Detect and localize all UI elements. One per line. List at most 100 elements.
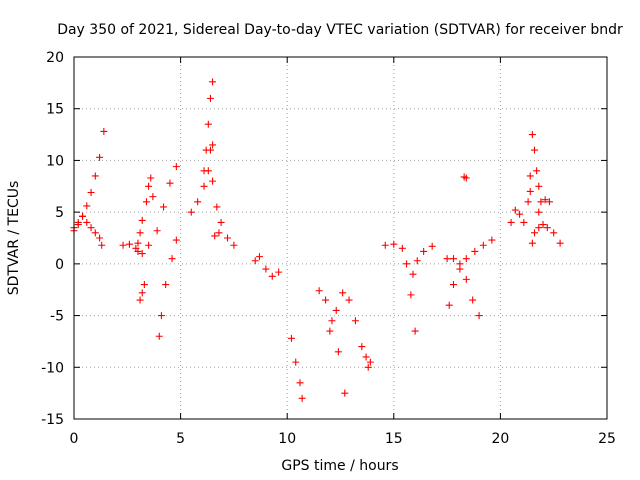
data-point [479,241,487,249]
data-point [328,317,336,325]
axis-ticks: 0 5 10 15 20 25 -15 -10 -5 0 5 10 15 20 [41,50,616,447]
data-point [511,206,519,214]
x-tick-label: 15 [385,431,403,447]
data-point [390,240,398,248]
series-seg-q [409,242,436,278]
data-point [138,289,146,297]
data-point [287,334,295,342]
data-point [535,182,543,190]
series-seg-l [287,334,306,402]
y-tick-label: 20 [46,50,64,66]
data-point [91,229,99,237]
data-point [166,179,174,187]
data-point [403,260,411,268]
data-point [364,363,372,371]
series-seg-v [528,221,564,247]
data-point [98,241,106,249]
data-point [409,270,417,278]
data-point [149,193,157,201]
data-point [209,78,217,86]
data-point [134,247,142,255]
data-point [145,182,153,190]
data-point [322,296,330,304]
data-points [70,78,564,402]
data-point [507,218,515,226]
data-point [262,265,270,273]
data-point [334,348,342,356]
data-point [160,203,168,211]
plot-area [73,56,608,420]
data-point [215,229,223,237]
y-tick-label: -10 [41,360,64,376]
data-point [456,265,464,273]
data-point [142,198,150,206]
series-seg-t [460,173,470,182]
data-point [292,358,300,366]
y-tick-label: 10 [46,153,64,169]
data-point [332,306,340,314]
data-point [87,224,95,232]
data-point [326,327,334,335]
series-seg-p [381,240,419,335]
data-point [362,353,370,361]
series-seg-s [445,236,496,309]
data-point [462,255,470,263]
data-point [537,198,545,206]
data-point [449,281,457,289]
data-point [125,240,133,248]
data-point [157,312,165,320]
data-point [413,257,421,265]
data-point [145,241,153,249]
data-point [206,94,214,102]
series-seg-o [362,353,374,366]
data-point [351,317,359,325]
data-point [488,236,496,244]
data-point [211,232,219,240]
series-seg-n [326,289,372,371]
data-point [209,141,217,149]
data-point [74,218,82,226]
data-point [531,146,539,154]
data-point [275,268,283,276]
x-tick-label: 10 [278,431,296,447]
data-point [462,275,470,283]
data-point [206,146,214,154]
y-tick-label: -5 [50,309,64,325]
chart-title: Day 350 of 2021, Sidereal Day-to-day VTE… [57,22,623,38]
data-point [119,241,127,249]
data-point [200,167,208,175]
data-point [462,174,470,182]
data-point [428,242,436,250]
data-point [345,296,353,304]
data-point [79,212,87,220]
data-point [172,163,180,171]
data-point [134,239,142,247]
data-point [366,358,374,366]
x-axis-label: GPS time / hours [281,458,398,474]
data-point [381,241,389,249]
grid [74,57,607,419]
x-tick-label: 5 [176,431,185,447]
data-point [87,188,95,196]
series-seg-e [136,281,148,304]
data-point [535,208,543,216]
data-point [469,296,477,304]
data-point [153,227,161,235]
series-seg-i [206,146,238,249]
data-point [341,389,349,397]
data-point [162,281,170,289]
x-tick-label: 25 [598,431,616,447]
data-point [407,291,415,299]
series-seg-m [315,287,349,397]
series-seg-u [507,131,545,226]
data-point [398,244,406,252]
data-point [83,202,91,210]
data-point [224,234,232,242]
data-point [209,177,217,185]
data-point [172,236,180,244]
data-point [533,167,541,175]
data-point [251,257,259,265]
y-tick-label: 15 [46,102,64,118]
data-point [187,208,195,216]
